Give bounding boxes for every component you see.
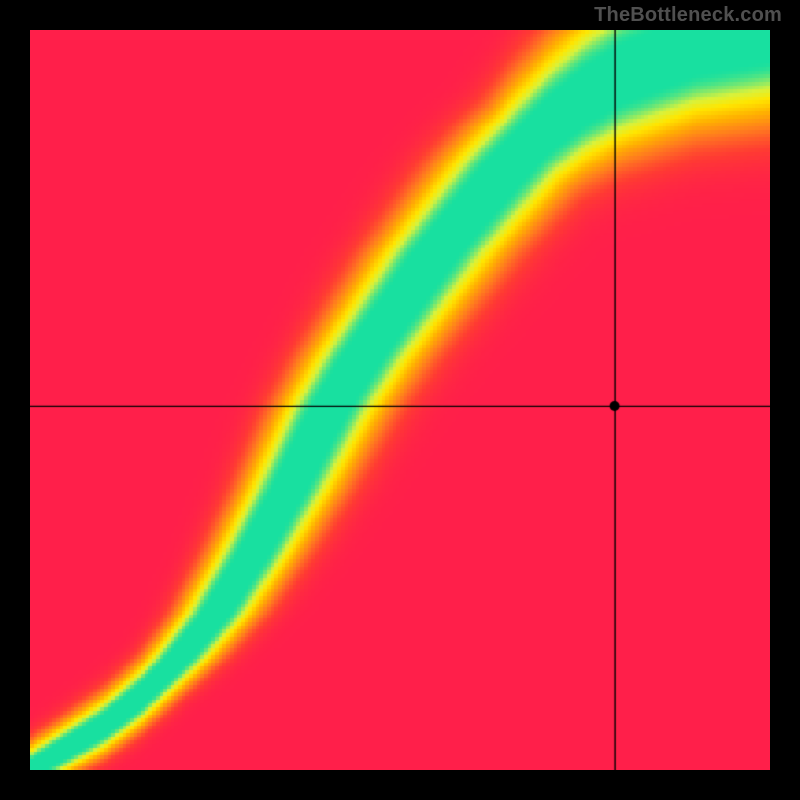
watermark-text: TheBottleneck.com — [594, 4, 782, 27]
heatmap-plot — [30, 30, 770, 770]
figure-container: TheBottleneck.com — [0, 0, 800, 800]
